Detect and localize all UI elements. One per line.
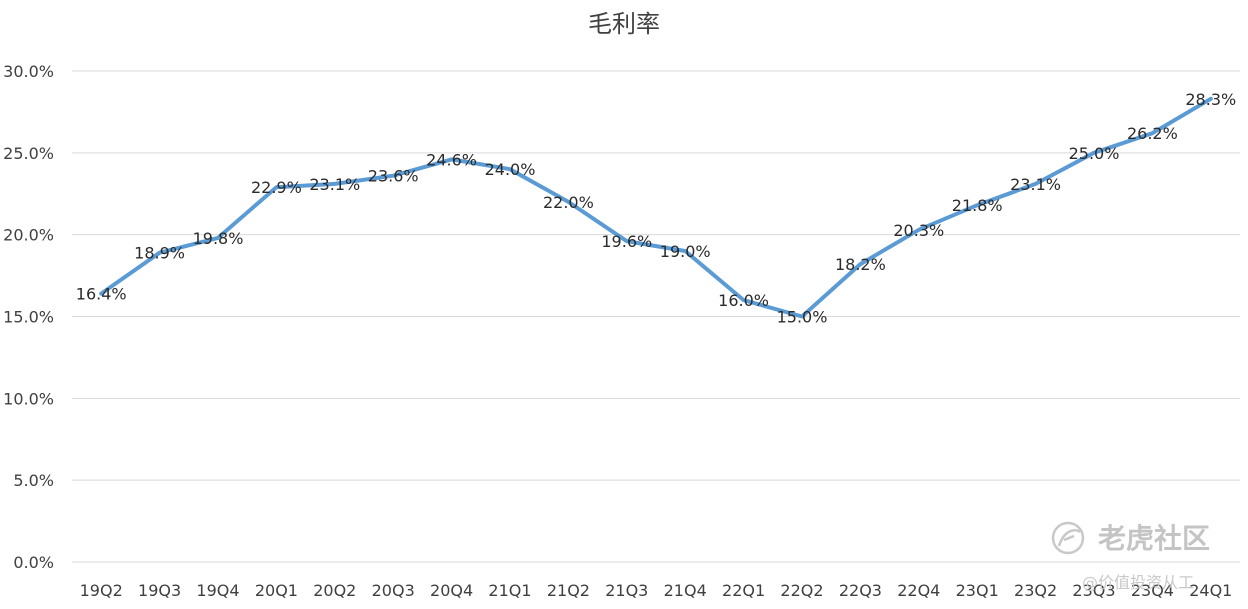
gridlines xyxy=(72,70,1240,563)
data-label: 19.0% xyxy=(660,242,711,261)
x-tick-label: 22Q4 xyxy=(897,581,940,600)
y-tick-label: 15.0% xyxy=(3,308,54,327)
data-label: 18.9% xyxy=(134,244,185,263)
watermark-brand: 老虎社区 xyxy=(1098,522,1210,555)
data-label: 16.4% xyxy=(76,285,127,304)
data-label: 23.6% xyxy=(368,167,419,186)
data-label: 28.3% xyxy=(1185,90,1236,109)
x-tick-label: 22Q3 xyxy=(839,581,882,600)
x-tick-label: 20Q2 xyxy=(313,581,356,600)
x-tick-label: 21Q4 xyxy=(664,581,707,600)
x-tick-label: 21Q2 xyxy=(547,581,590,600)
x-tick-label: 24Q1 xyxy=(1189,581,1232,600)
data-label: 23.1% xyxy=(1010,175,1061,194)
data-label: 16.0% xyxy=(718,291,769,310)
x-tick-label: 23Q2 xyxy=(1014,581,1057,600)
x-tick-label: 19Q3 xyxy=(138,581,181,600)
watermark: 老虎社区 @价值投资从工 xyxy=(1051,521,1210,592)
y-tick-label: 25.0% xyxy=(3,144,54,163)
watermark-handle: @价值投资从工 xyxy=(1082,573,1194,592)
data-label: 22.9% xyxy=(251,178,302,197)
data-label: 24.0% xyxy=(485,160,536,179)
series-layer xyxy=(99,96,1213,319)
data-label: 19.8% xyxy=(193,229,244,248)
x-tick-label: 23Q4 xyxy=(1131,581,1174,600)
data-label: 20.3% xyxy=(893,221,944,240)
x-tick-label: 20Q3 xyxy=(372,581,415,600)
x-tick-label: 22Q2 xyxy=(780,581,823,600)
data-label: 25.0% xyxy=(1069,144,1120,163)
x-tick-label: 20Q4 xyxy=(430,581,473,600)
tiger-community-logo-icon xyxy=(1051,521,1085,555)
y-tick-label: 20.0% xyxy=(3,226,54,245)
x-axis-ticks: 19Q2 19Q3 19Q4 20Q1 20Q2 20Q3 20Q4 21Q1 21Q2 21Q3… xyxy=(80,581,1233,600)
x-tick-label: 20Q1 xyxy=(255,581,298,600)
data-label: 15.0% xyxy=(777,308,828,327)
y-axis-ticks: 0.0% 5.0% 10.0% 15.0% 20.0% 25.0% 30.0% xyxy=(3,62,54,572)
data-label: 22.0% xyxy=(543,193,594,212)
x-tick-label: 23Q3 xyxy=(1072,581,1115,600)
data-label: 26.2% xyxy=(1127,124,1178,143)
data-label: 19.6% xyxy=(601,232,652,251)
x-tick-label: 21Q3 xyxy=(605,581,648,600)
x-tick-label: 19Q4 xyxy=(196,581,239,600)
y-tick-label: 10.0% xyxy=(3,389,54,408)
data-label: 18.2% xyxy=(835,255,886,274)
data-labels: 16.4% 18.9% 19.8% 22.9% 23.1% 23.6% 24.6% 24.0%… xyxy=(76,90,1236,327)
y-tick-label: 0.0% xyxy=(13,553,54,572)
chart-title: 毛利率 xyxy=(588,10,660,38)
x-tick-label: 22Q1 xyxy=(722,581,765,600)
x-tick-label: 19Q2 xyxy=(80,581,123,600)
y-tick-label: 5.0% xyxy=(13,471,54,490)
x-tick-label: 23Q1 xyxy=(956,581,999,600)
series-line xyxy=(99,96,1213,319)
x-tick-label: 21Q1 xyxy=(488,581,531,600)
data-label: 24.6% xyxy=(426,150,477,169)
data-label: 23.1% xyxy=(309,175,360,194)
data-label: 21.8% xyxy=(952,196,1003,215)
y-tick-label: 30.0% xyxy=(3,62,54,81)
